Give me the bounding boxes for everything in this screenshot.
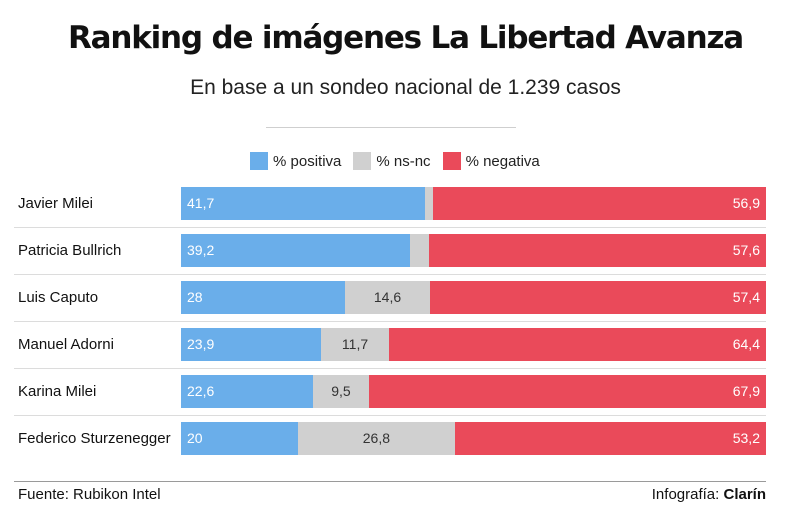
bar-segment-nsnc bbox=[313, 375, 369, 408]
source-note: Fuente: Rubikon Intel bbox=[18, 486, 161, 503]
category-label: Patricia Bullrich bbox=[18, 242, 122, 259]
data-label-nsnc: 11,7 bbox=[341, 336, 369, 352]
bar-segment-nsnc bbox=[410, 234, 430, 267]
bar-segment-positiva bbox=[181, 422, 298, 455]
chart-title: Ranking de imágenes La Libertad Avanza bbox=[67, 20, 744, 56]
bar-segment-negativa bbox=[433, 187, 766, 220]
category-label: Manuel Adorni bbox=[18, 336, 114, 353]
data-label-positiva: 41,7 bbox=[187, 195, 215, 211]
data-label-positiva: 39,2 bbox=[187, 242, 215, 258]
data-label-positiva: 28 bbox=[187, 289, 203, 305]
data-label-nsnc: 9,5 bbox=[331, 383, 351, 399]
row-separator bbox=[14, 415, 766, 416]
bar-segment-negativa bbox=[368, 375, 766, 408]
chart-legend: % positiva % ns-nc % negativa bbox=[250, 150, 552, 172]
data-label-positiva: 20 bbox=[187, 430, 203, 446]
credit-prefix: Infografía: bbox=[651, 486, 724, 503]
legend-item-nsnc: % ns-nc bbox=[353, 152, 431, 170]
bar-segment-negativa bbox=[454, 422, 766, 455]
chart-subtitle: En base a un sondeo nacional de 1.239 ca… bbox=[190, 76, 621, 99]
footer-divider bbox=[14, 481, 766, 482]
legend-item-negativa: % negativa bbox=[442, 152, 540, 170]
data-label-negativa: 57,6 bbox=[732, 242, 760, 258]
credit-brand: Clarín bbox=[723, 486, 766, 503]
bar-segment-negativa bbox=[389, 328, 766, 361]
row-separator bbox=[14, 321, 766, 322]
category-label: Federico Sturzenegger bbox=[18, 430, 171, 447]
bar-segment-nsnc bbox=[298, 422, 455, 455]
bar-segment-nsnc bbox=[424, 187, 434, 220]
category-label: Karina Milei bbox=[18, 383, 97, 400]
bar-segment-positiva bbox=[181, 328, 321, 361]
bar-segment-negativa bbox=[430, 281, 766, 314]
legend-label-negativa: % negativa bbox=[465, 152, 540, 170]
data-label-negativa: 64,4 bbox=[732, 336, 760, 352]
data-label-nsnc: 26,8 bbox=[362, 430, 390, 446]
legend-label-positiva: % positiva bbox=[273, 152, 342, 170]
data-label-negativa: 57,4 bbox=[732, 289, 760, 305]
legend-swatch-negativa bbox=[442, 152, 461, 170]
bar-segment-nsnc bbox=[344, 281, 431, 314]
legend-item-positiva: % positiva bbox=[250, 152, 341, 170]
legend-swatch-positiva bbox=[250, 152, 268, 170]
data-label-negativa: 67,9 bbox=[732, 383, 760, 399]
legend-swatch-nsnc bbox=[353, 152, 372, 170]
bar-segment-positiva bbox=[181, 375, 314, 408]
row-separator bbox=[14, 227, 766, 228]
category-label: Javier Milei bbox=[18, 195, 94, 212]
bar-segment-negativa bbox=[429, 234, 766, 267]
row-separator bbox=[14, 274, 766, 275]
title-divider bbox=[266, 127, 516, 128]
data-label-negativa: 53,2 bbox=[732, 430, 760, 446]
data-label-nsnc: 14,6 bbox=[373, 289, 402, 305]
data-label-positiva: 22,6 bbox=[187, 383, 215, 399]
data-label-positiva: 23,9 bbox=[187, 336, 215, 352]
credit-note: Infografía: Clarín bbox=[652, 486, 766, 503]
legend-label-nsnc: % ns-nc bbox=[376, 152, 431, 170]
bar-segment-nsnc bbox=[320, 328, 390, 361]
row-separator bbox=[14, 368, 766, 369]
bar-segment-positiva bbox=[181, 234, 411, 267]
category-label: Luis Caputo bbox=[18, 289, 99, 306]
bar-segment-positiva bbox=[181, 281, 345, 314]
data-label-negativa: 56,9 bbox=[732, 195, 760, 211]
bar-segment-positiva bbox=[181, 187, 425, 220]
